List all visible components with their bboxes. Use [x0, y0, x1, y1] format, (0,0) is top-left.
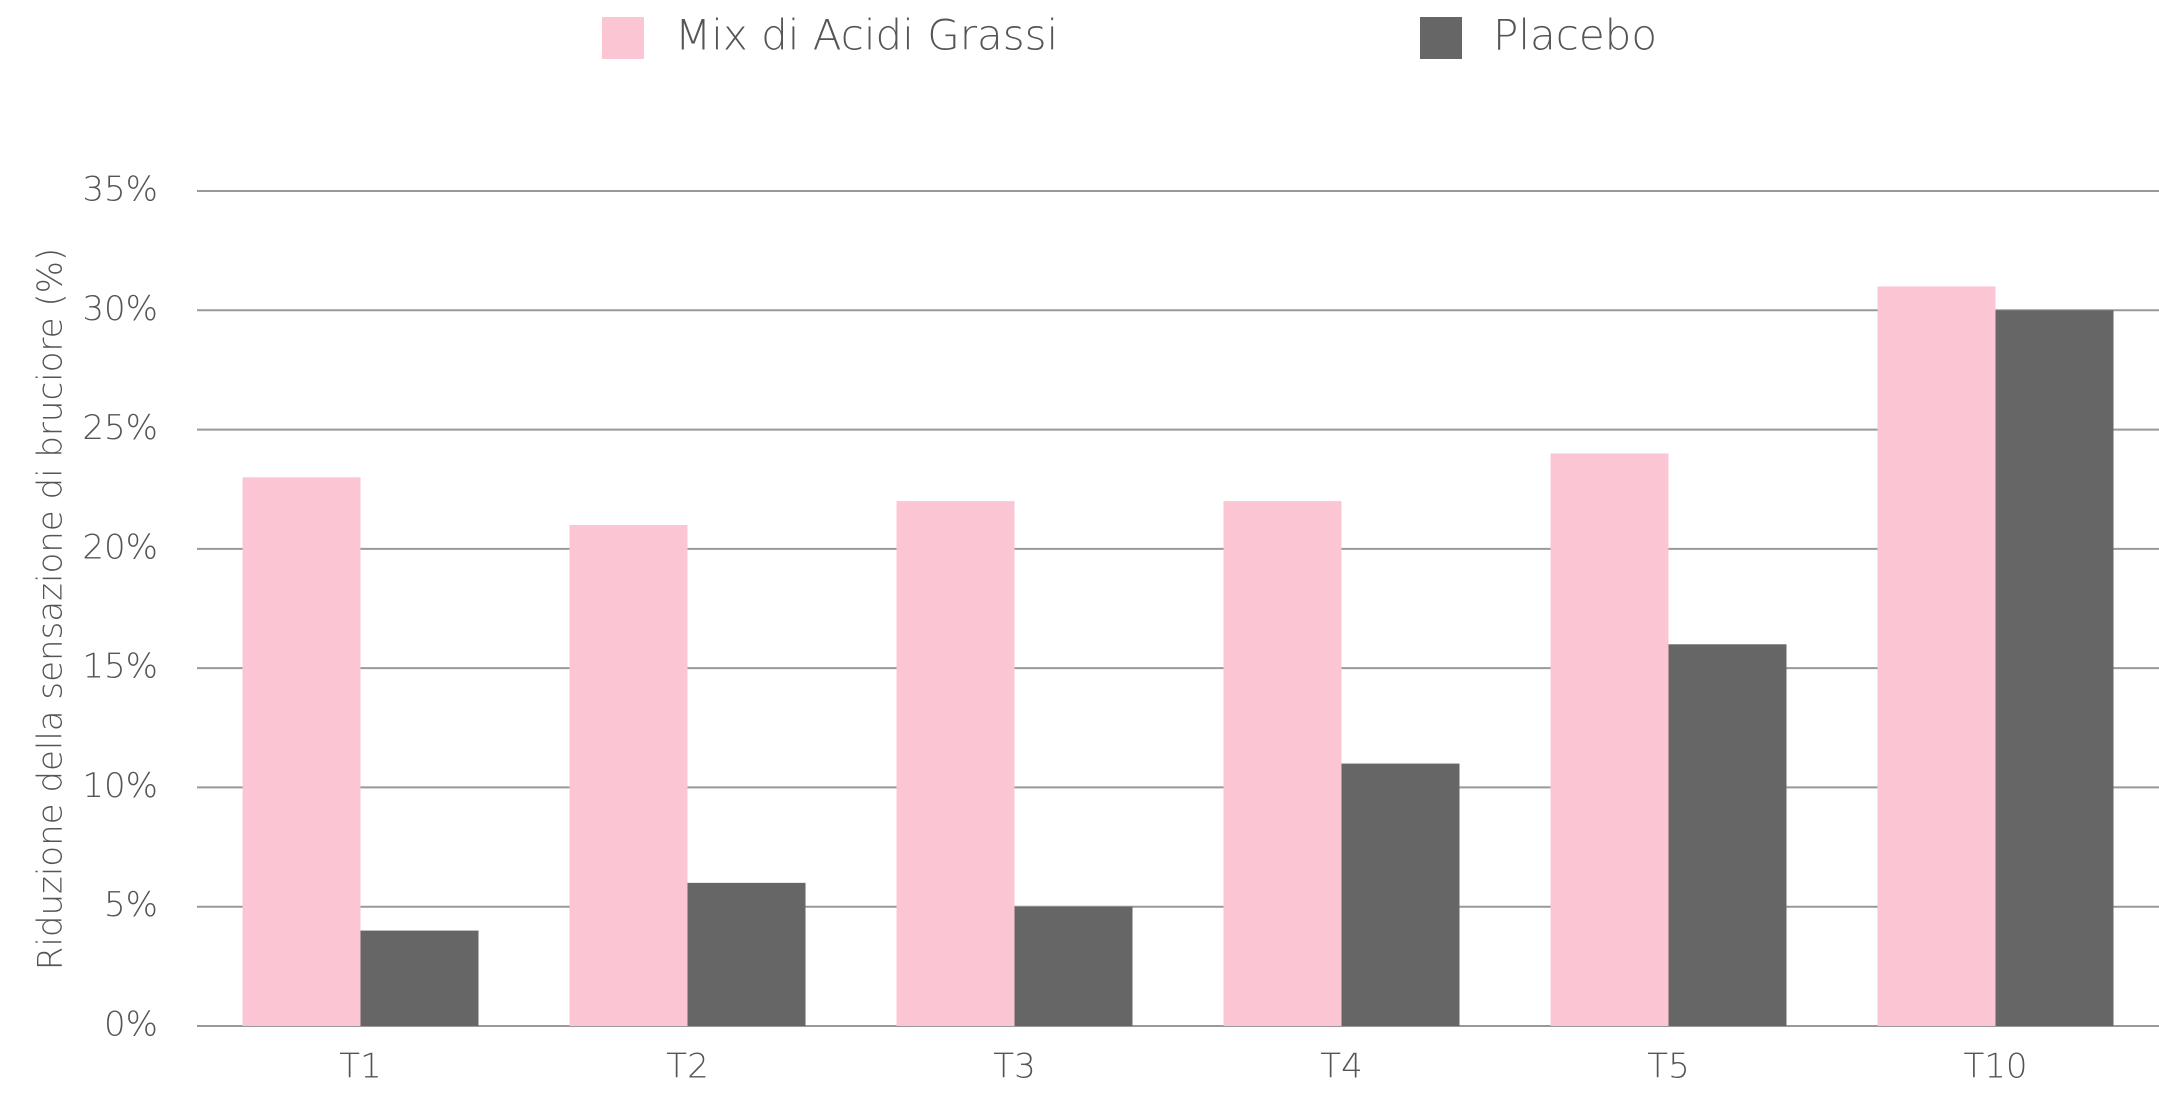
bar	[1550, 453, 1669, 1026]
x-tick-label: T2	[666, 1047, 708, 1087]
bar	[1995, 310, 2114, 1026]
bar	[1341, 763, 1460, 1026]
y-tick-label: 25%	[82, 408, 158, 448]
y-tick-label: 20%	[82, 527, 158, 567]
bar	[242, 477, 361, 1026]
y-tick-label: 10%	[82, 766, 158, 806]
y-tick-label: 0%	[104, 1005, 158, 1045]
y-tick-label: 15%	[82, 647, 158, 687]
x-tick-label: T4	[1320, 1047, 1362, 1087]
x-tick-label: T3	[993, 1047, 1035, 1087]
bar	[687, 882, 806, 1026]
y-tick-label: 5%	[104, 885, 158, 925]
y-tick-label: 30%	[82, 289, 158, 329]
y-axis-label: Riduzione della sensazione di bruciore (…	[31, 248, 71, 970]
bar	[1668, 644, 1787, 1026]
bar	[1877, 286, 1996, 1026]
bar	[1014, 906, 1133, 1026]
bar	[360, 930, 479, 1026]
legend-swatch	[1420, 17, 1462, 59]
bar	[1223, 501, 1342, 1027]
legend-label: Placebo	[1493, 11, 1657, 60]
bar	[896, 501, 1015, 1027]
x-tick-label: T1	[339, 1047, 381, 1087]
legend-swatch	[602, 17, 644, 59]
x-tick-label: T5	[1647, 1047, 1689, 1087]
legend-label: Mix di Acidi Grassi	[675, 11, 1058, 60]
bar	[569, 525, 688, 1026]
y-tick-label: 35%	[82, 170, 158, 210]
x-tick-label: T10	[1963, 1047, 2027, 1087]
